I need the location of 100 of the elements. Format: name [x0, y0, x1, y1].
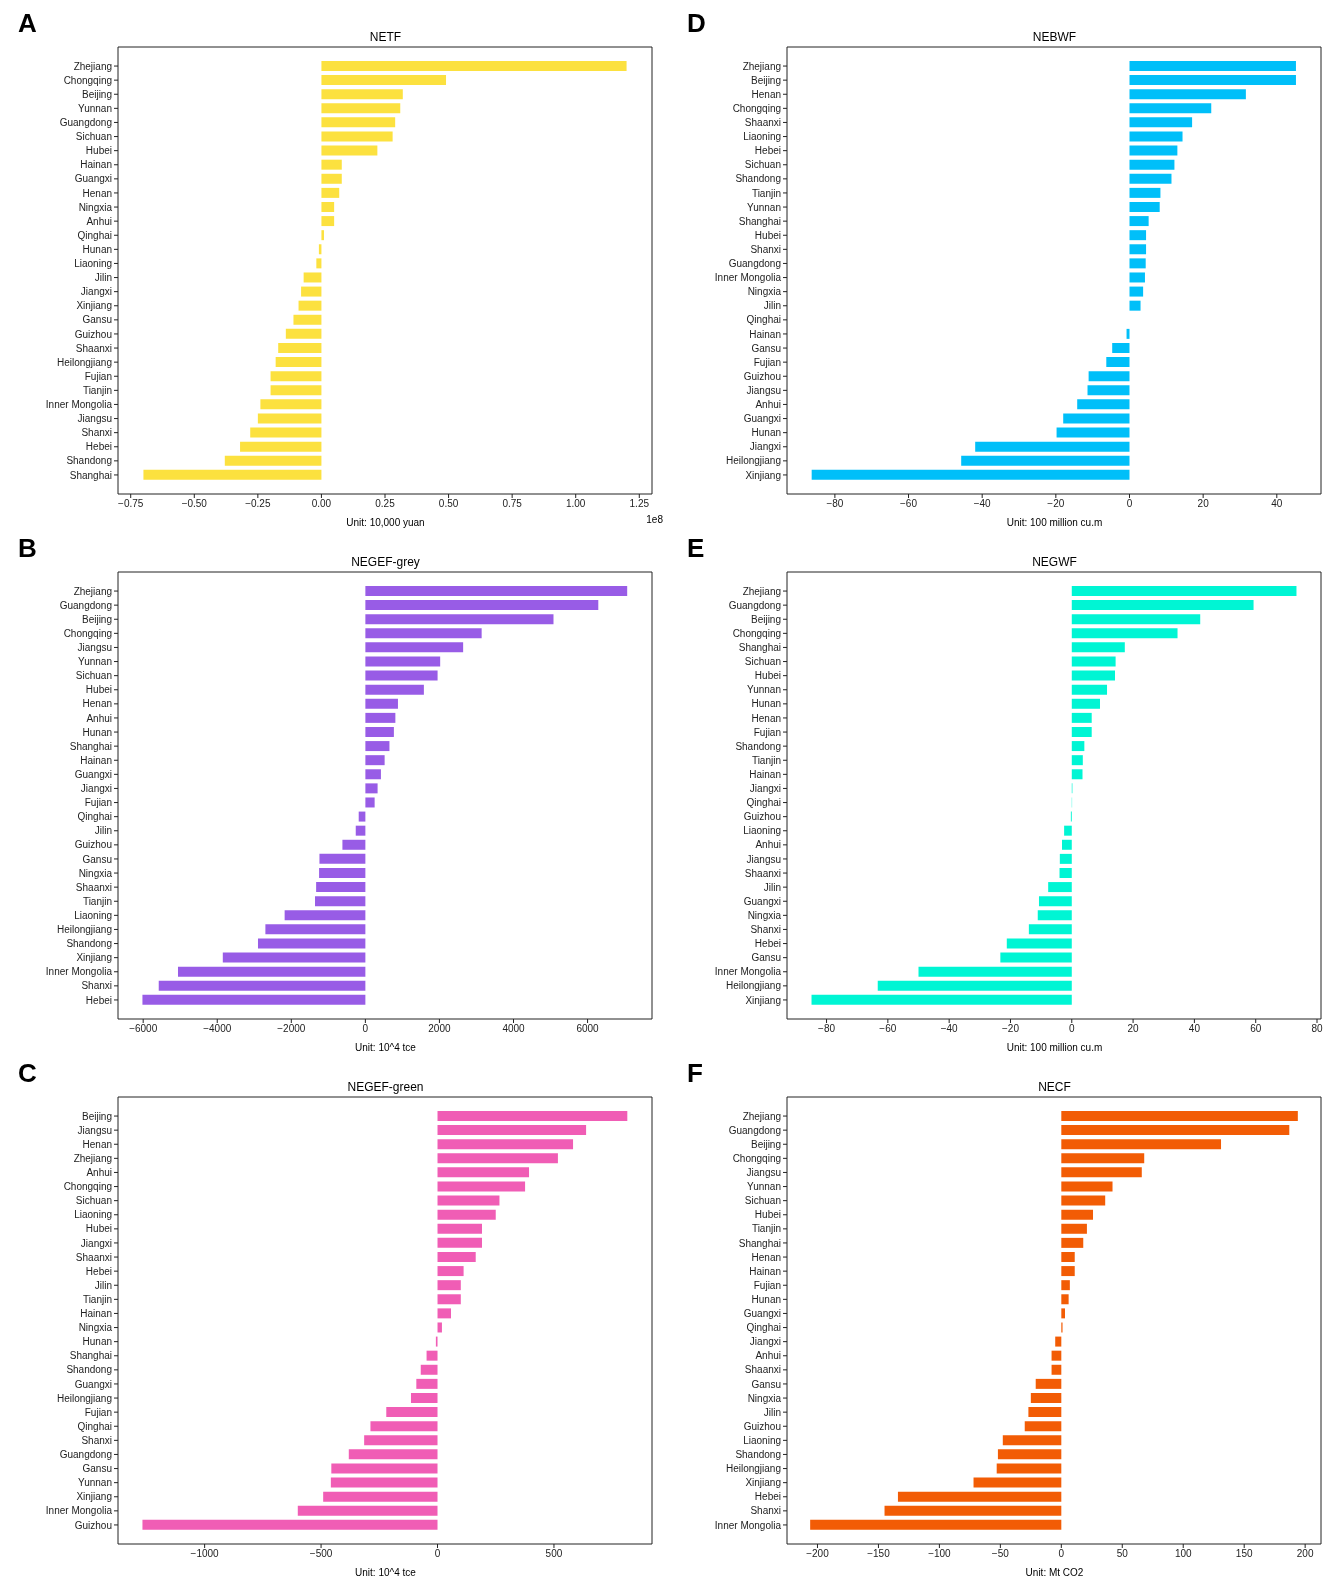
y-tick-label: Yunnan: [747, 684, 781, 696]
bar: [142, 994, 366, 1005]
y-tick-label: Shanghai: [738, 642, 781, 653]
text: 1e8: [646, 514, 663, 525]
bar: [265, 924, 366, 935]
y-tick-label: Guangxi: [74, 1378, 112, 1390]
x-tick-label: −20: [1047, 498, 1065, 510]
y-tick-label: Chongqing: [63, 74, 112, 86]
bar: [1048, 882, 1072, 893]
bar: [142, 1519, 438, 1530]
y-tick-label: Heilongjiang: [725, 455, 781, 467]
x-tick-label: 2000: [428, 1023, 451, 1035]
bar: [1061, 1139, 1222, 1150]
x-tick-label: 40: [1271, 498, 1283, 510]
y-tick-label: Anhui: [86, 712, 112, 724]
bar: [386, 1407, 438, 1418]
y-tick-label: Jilin: [94, 1279, 112, 1291]
y-tick-label: Shanxi: [81, 427, 112, 439]
bar: [437, 1280, 461, 1291]
bar: [1071, 656, 1116, 667]
y-tick-label: Tianjin: [82, 895, 112, 907]
y-tick-label: Guangdong: [728, 1124, 781, 1136]
bar: [410, 1392, 438, 1403]
y-tick-label: Guangxi: [74, 173, 112, 185]
bar: [321, 201, 335, 212]
bar: [1088, 371, 1130, 382]
bar: [260, 399, 322, 410]
bar: [355, 825, 366, 836]
bar: [1061, 1308, 1065, 1319]
bar: [420, 1364, 438, 1375]
bar: [1035, 1378, 1062, 1389]
x-tick-label: −0.50: [181, 498, 208, 510]
y-tick-label: Yunnan: [747, 1181, 781, 1193]
x-tick-label: 0: [1126, 498, 1133, 510]
x-tick-label: −150: [867, 1548, 891, 1560]
y-tick-label: Hebei: [754, 938, 781, 950]
x-tick-label: −500: [309, 1548, 333, 1560]
bar: [1061, 1280, 1070, 1291]
bar: [301, 286, 322, 297]
x-tick-label: 20: [1127, 1023, 1140, 1035]
y-tick-label: Guangxi: [74, 768, 112, 780]
bar: [1061, 1294, 1069, 1305]
bar: [321, 173, 342, 184]
y-tick-label: Hubei: [85, 1223, 112, 1235]
bar: [365, 769, 381, 780]
y-tick-label: Sichuan: [744, 656, 781, 668]
y-tick-label: Jiangxi: [749, 783, 781, 794]
x-axis-title: Unit: Mt CO2: [1024, 1567, 1085, 1578]
bar: [321, 117, 396, 128]
bar: [1037, 910, 1072, 921]
y-tick-label: Gansu: [751, 342, 781, 354]
bar: [1028, 1407, 1062, 1418]
y-tick-label: Fujian: [753, 1279, 781, 1291]
bar: [365, 628, 482, 639]
x-tick-label: 0.00: [311, 498, 332, 510]
bar: [1002, 1435, 1062, 1446]
bar: [1071, 755, 1083, 766]
bar: [1071, 670, 1115, 681]
bar: [1061, 1181, 1113, 1192]
bar: [321, 159, 342, 170]
y-tick-label: Chongqing: [732, 102, 781, 114]
bar: [1071, 769, 1083, 780]
y-tick-label: Beijing: [750, 1138, 781, 1150]
y-tick-label: Qinghai: [746, 314, 781, 326]
y-tick-label: Inner Mongolia: [714, 1519, 782, 1531]
bar: [437, 1167, 530, 1178]
bar: [323, 1491, 438, 1502]
x-tick-label: 0.75: [502, 498, 523, 510]
y-tick-label: Yunnan: [78, 1477, 112, 1489]
x-tick-label: 50: [1116, 1548, 1129, 1560]
y-tick-label: Jiangsu: [77, 413, 112, 425]
y-tick-label: Shanxi: [750, 1505, 781, 1517]
x-tick-label: 0.25: [375, 498, 396, 510]
bar: [961, 455, 1130, 466]
y-tick-label: Inner Mongolia: [45, 399, 113, 410]
bar: [1087, 385, 1130, 396]
y-tick-label: Chongqing: [63, 1181, 112, 1193]
y-tick-label: Beijing: [750, 613, 781, 625]
y-tick-label: Henan: [82, 1138, 112, 1150]
bar: [365, 614, 554, 625]
y-tick-label: Shandong: [735, 1449, 781, 1460]
bar: [365, 698, 398, 709]
y-tick-label: Anhui: [86, 215, 112, 227]
y-tick-label: Henan: [82, 698, 112, 710]
chart-title: NEGWF: [1031, 555, 1078, 569]
y-tick-label: Shanghai: [738, 1237, 781, 1249]
bar: [1000, 952, 1072, 963]
y-tick-label: Beijing: [750, 74, 781, 86]
bar: [1071, 726, 1092, 737]
y-tick-label: Hunan: [82, 1336, 112, 1348]
bar: [1028, 924, 1072, 935]
y-tick-label: Hubei: [754, 229, 781, 241]
bar: [321, 187, 340, 198]
x-tick-label: −40: [940, 1023, 959, 1035]
y-tick-label: Jiangsu: [77, 642, 112, 653]
y-tick-label: Heilongjiang: [56, 924, 112, 935]
y-tick-label: Shanxi: [81, 1434, 112, 1446]
bar: [240, 441, 322, 452]
y-tick-label: Hebei: [85, 441, 112, 453]
bar: [348, 1449, 438, 1460]
